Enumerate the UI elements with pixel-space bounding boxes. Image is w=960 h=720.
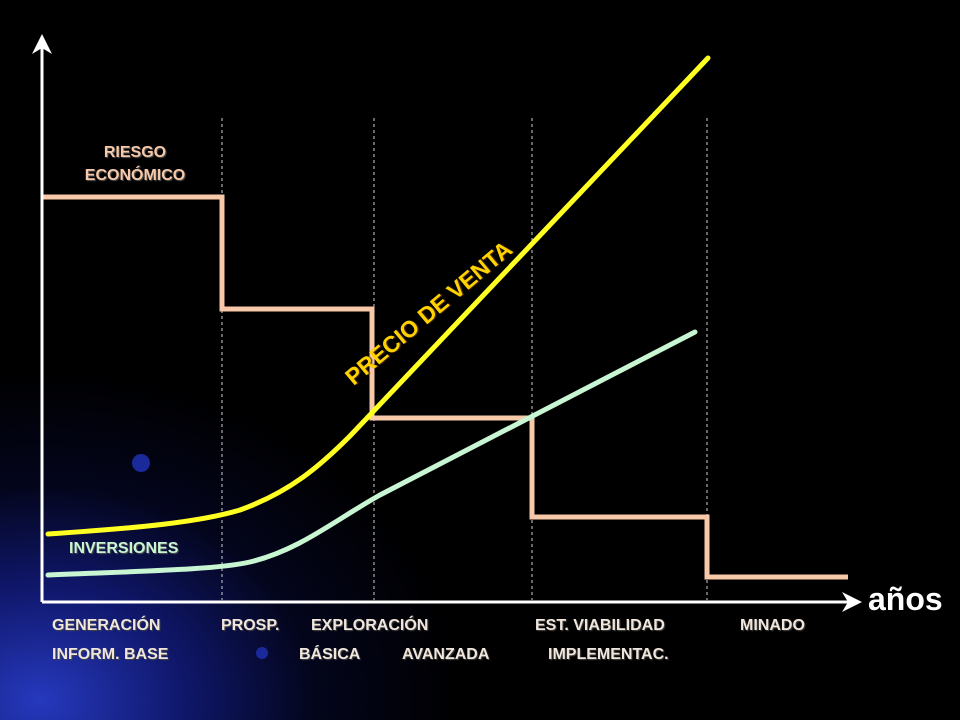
phase-label-generacion: GENERACIÓN [52, 617, 161, 634]
decor-dot-small [256, 647, 268, 659]
riesgo-label: RIESGO ECONÓMICO [66, 141, 204, 187]
riesgo-label-line1: RIESGO [103, 144, 167, 161]
inversiones-label: INVERSIONES [69, 540, 179, 557]
y-axis-arrow-icon [32, 34, 52, 54]
precio-venta-curve [45, 55, 711, 537]
phase-label-inform-base: INFORM. BASE [52, 646, 169, 663]
riesgo-step-line [42, 194, 848, 580]
phase-label-avanzada: AVANZADA [402, 646, 490, 663]
phase-label-est-viabilidad: EST. VIABILIDAD [535, 617, 665, 634]
phase-label-minado: MINADO [740, 617, 805, 634]
phase-label-basica: BÁSICA [299, 646, 361, 663]
phase-label-prosp: PROSP. [221, 617, 280, 634]
phase-label-exploracion: EXPLORACIÓN [311, 617, 429, 634]
x-axis-label: años [868, 581, 943, 617]
phase-label-implementac: IMPLEMENTAC. [548, 646, 669, 663]
riesgo-label-line2: ECONÓMICO [84, 167, 186, 184]
inversiones-curve [45, 329, 698, 578]
decor-dot-large [132, 454, 150, 472]
x-axis-arrow-icon [842, 592, 862, 612]
